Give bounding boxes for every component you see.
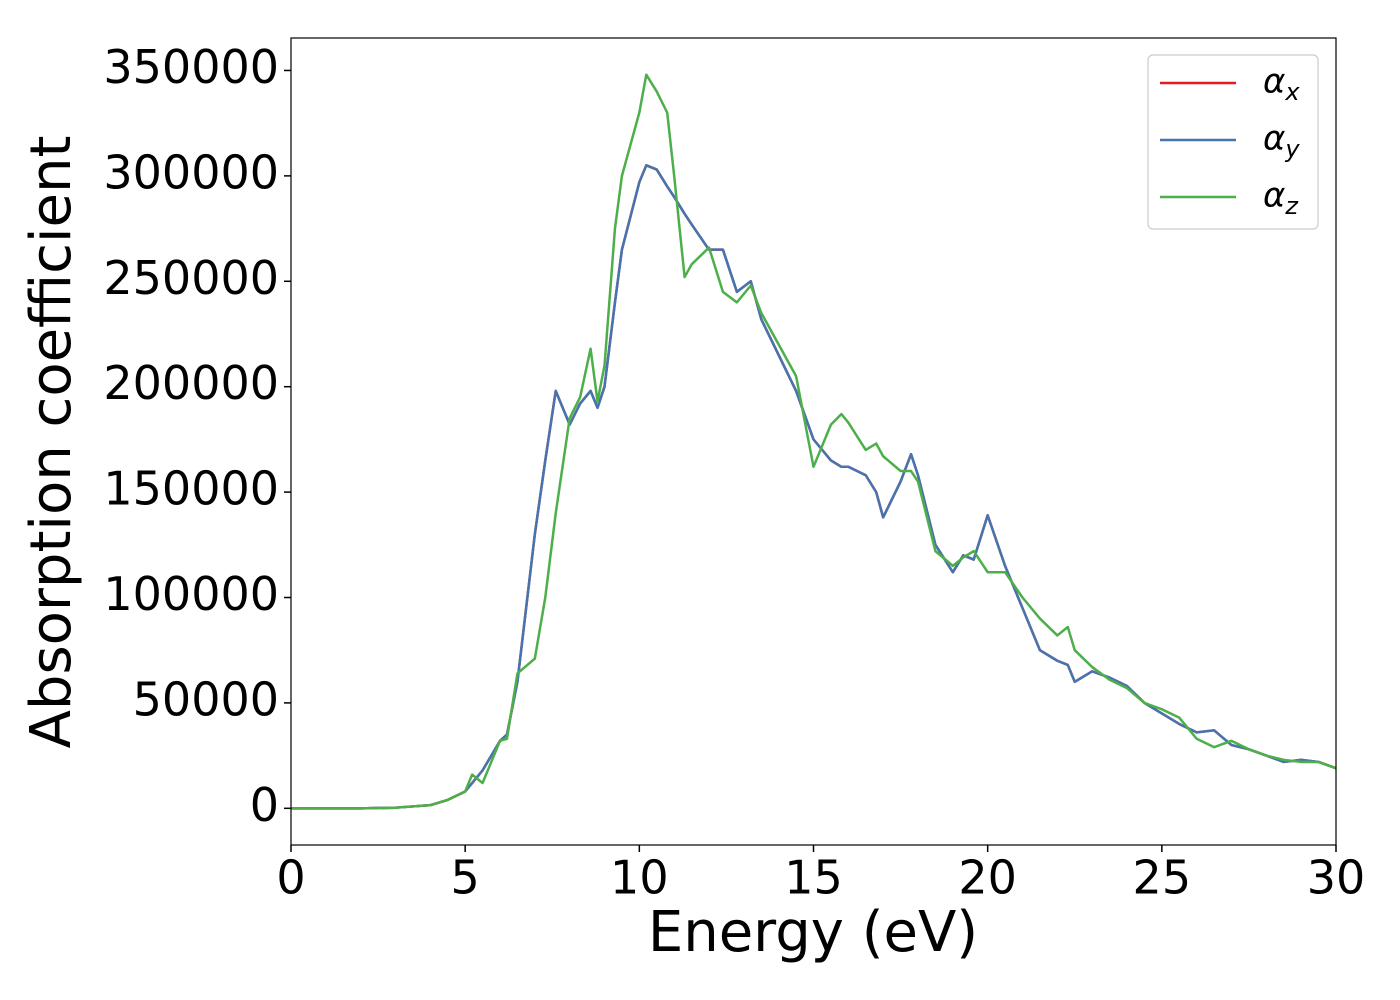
- legend-subscript: x: [1284, 78, 1300, 106]
- y-tick-label: 0: [250, 778, 279, 832]
- y-tick-label: 50000: [133, 672, 279, 726]
- y-tick-label: 200000: [103, 356, 279, 410]
- y-tick-label: 350000: [103, 40, 279, 94]
- x-tick-label: 10: [610, 851, 669, 905]
- y-tick-label: 150000: [103, 462, 279, 516]
- series-line: [291, 164, 1336, 810]
- x-tick-label: 0: [276, 851, 305, 905]
- series-line: [291, 73, 1336, 810]
- legend-subscript: z: [1284, 192, 1299, 220]
- plot-frame: [290, 37, 1337, 846]
- y-tick-label: 100000: [103, 567, 279, 621]
- y-axis-label: Absorption coefficient: [19, 136, 84, 749]
- x-tick-label: 20: [958, 851, 1017, 905]
- x-tick-label: 5: [451, 851, 480, 905]
- y-tick-label: 250000: [103, 251, 279, 305]
- x-tick-label: 30: [1307, 851, 1366, 905]
- legend-subscript: y: [1284, 135, 1300, 163]
- series-line: [291, 164, 1336, 810]
- x-axis-label: Energy (eV): [648, 900, 978, 965]
- x-tick-label: 25: [1133, 851, 1192, 905]
- legend-box: [1147, 54, 1319, 230]
- y-tick-label: 300000: [103, 145, 279, 199]
- x-tick-label: 15: [784, 851, 843, 905]
